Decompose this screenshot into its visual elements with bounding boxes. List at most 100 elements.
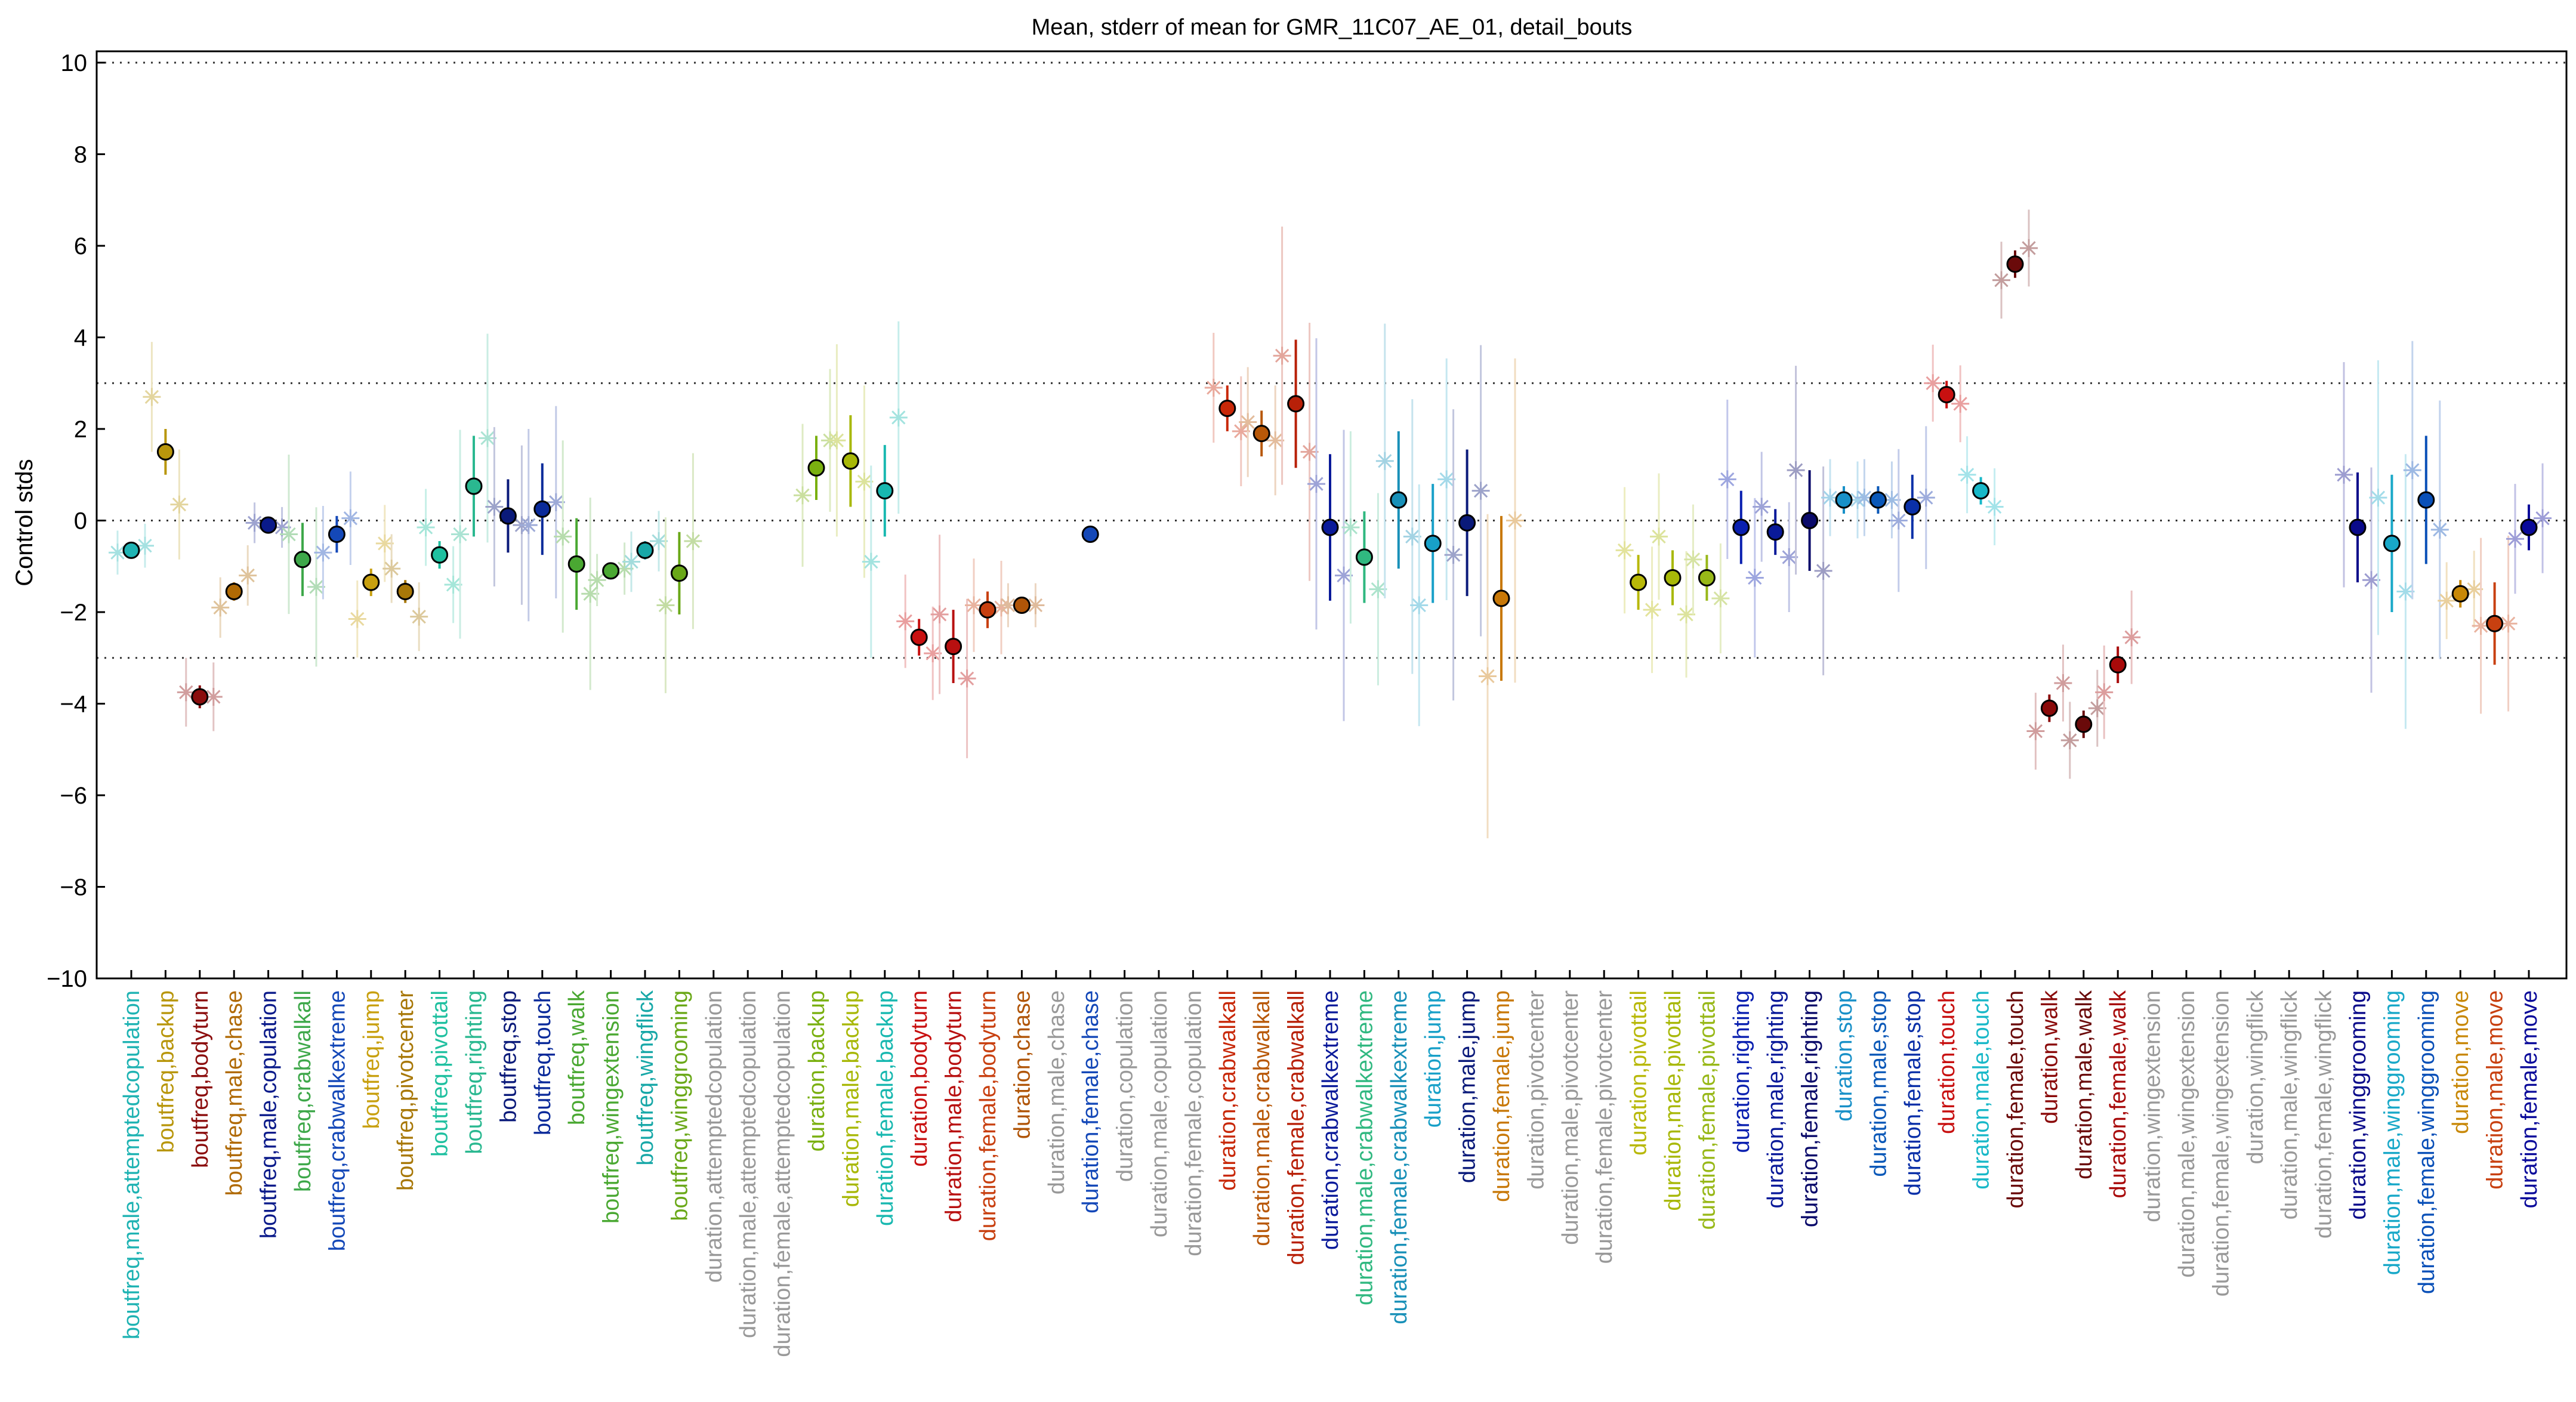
- x-tick-label: duration,female,righting: [1798, 990, 1823, 1227]
- x-tick-label: duration,female,jump: [1489, 990, 1514, 1202]
- data-point-star: [2430, 520, 2449, 539]
- x-tick-label: duration,male,chase: [1044, 990, 1069, 1194]
- mean-marker: [499, 507, 517, 525]
- mean-marker: [465, 477, 483, 495]
- x-tick-label: duration,male,righting: [1763, 990, 1788, 1208]
- x-tick-label: duration,copulation: [1113, 990, 1138, 1182]
- category-marks: [794, 369, 839, 567]
- mean-marker: [362, 573, 380, 591]
- x-tick-label: duration,bodyturn: [907, 990, 932, 1167]
- data-point-star: [1985, 498, 2004, 516]
- mean-marker: [533, 500, 551, 518]
- x-tick-label: boutfreq,winggrooming: [667, 990, 692, 1221]
- data-point-star: [2534, 509, 2552, 527]
- x-tick-label: boutfreq,male,chase: [222, 990, 247, 1196]
- category-marks: [1958, 436, 2004, 545]
- category-marks: [2026, 644, 2072, 770]
- x-tick-label: duration,female,attemptedcopulation: [770, 990, 795, 1357]
- data-point-star: [588, 571, 606, 589]
- data-point-star: [930, 605, 949, 623]
- x-tick-label: boutfreq,walk: [564, 990, 590, 1125]
- y-tick-label: 6: [74, 233, 87, 260]
- data-point-star: [417, 518, 435, 537]
- category-marks: [999, 583, 1045, 628]
- mean-marker: [2486, 614, 2504, 632]
- category-marks: [1718, 399, 1764, 657]
- data-point-star: [136, 536, 154, 555]
- category-marks: [1855, 459, 1901, 539]
- data-point-star: [2054, 674, 2072, 692]
- data-point-star: [1787, 461, 1805, 480]
- category-marks: [1375, 323, 1421, 674]
- x-tick-label: boutfreq,backup: [153, 990, 178, 1153]
- data-point-star: [1615, 541, 1634, 560]
- data-point-star: [794, 486, 812, 505]
- category-marks: [1787, 366, 1832, 675]
- mean-marker: [2451, 585, 2469, 603]
- data-point-star: [1026, 596, 1045, 614]
- data-point-star: [2369, 489, 2387, 507]
- data-point-star: [1992, 271, 2010, 289]
- x-tick-label: duration,male,crabwalkall: [1250, 990, 1275, 1246]
- x-tick-label: duration,male,attemptedcopulation: [736, 990, 761, 1338]
- category-marks: [109, 523, 154, 575]
- category-marks: [1650, 473, 1695, 678]
- data-point-star: [1471, 481, 1490, 500]
- data-point-star: [1266, 431, 1285, 450]
- mean-marker: [2006, 255, 2024, 273]
- x-tick-label: duration,wingextension: [2140, 990, 2165, 1222]
- category-marks: [588, 542, 634, 607]
- y-tick-label: −6: [60, 783, 87, 809]
- data-point-star: [280, 525, 298, 543]
- x-tick-label: duration,stop: [1832, 990, 1857, 1122]
- x-tick-label: duration,male,copulation: [1147, 990, 1172, 1237]
- plot-frame: [95, 50, 2568, 980]
- x-tick-label: duration,female,copulation: [1181, 990, 1206, 1256]
- chart-title: Mean, stderr of mean for GMR_11C07_AE_01…: [1032, 15, 1633, 40]
- category-marks: [1615, 487, 1661, 674]
- x-tick-label: duration,female,touch: [2003, 990, 2028, 1208]
- mean-marker: [156, 443, 174, 461]
- x-tick-label: duration,male,backup: [838, 990, 863, 1207]
- category-marks: [2472, 535, 2518, 714]
- x-tick-label: duration,male,walk: [2072, 990, 2097, 1179]
- data-point-star: [2362, 571, 2380, 589]
- category-marks: [1239, 367, 1285, 496]
- category-marks: [1889, 426, 1935, 592]
- mean-marker: [1218, 399, 1236, 417]
- data-point-star: [1232, 422, 1250, 440]
- x-tick-label: duration,female,stop: [1901, 990, 1926, 1196]
- data-point-star: [1410, 596, 1429, 614]
- category-marks: [828, 344, 874, 578]
- data-point-star: [1369, 580, 1387, 598]
- category-marks: [1273, 226, 1319, 581]
- x-tick-label: duration,attemptedcopulation: [702, 990, 727, 1283]
- mean-marker: [910, 628, 928, 646]
- mean-marker: [1630, 573, 1648, 591]
- x-tick-label: duration,female,move: [2517, 990, 2542, 1208]
- category-marks: [1684, 504, 1730, 654]
- category-marks: [519, 406, 565, 622]
- mean-marker: [567, 555, 585, 573]
- data-point-star: [1951, 394, 1970, 413]
- y-tick-label: −2: [60, 600, 87, 626]
- data-point-star: [889, 408, 908, 427]
- x-tick-label: boutfreq,bodyturn: [188, 990, 213, 1168]
- category-marks: [2060, 669, 2106, 779]
- data-point-star: [2122, 628, 2141, 647]
- x-tick-label: duration,female,chase: [1078, 990, 1103, 1213]
- data-point-star: [2020, 239, 2038, 257]
- data-point-star: [862, 552, 880, 571]
- y-tick-label: −4: [60, 691, 87, 718]
- data-point-star: [1375, 452, 1394, 470]
- mean-marker: [876, 482, 894, 500]
- data-point-star: [1924, 374, 1942, 393]
- category-marks: [2438, 551, 2484, 640]
- category-marks: [1444, 345, 1490, 701]
- data-point-star: [1204, 378, 1223, 397]
- data-point-star: [1506, 511, 1524, 530]
- data-point-star: [1239, 413, 1257, 431]
- x-tick-label: duration,female,crabwalkall: [1284, 990, 1309, 1265]
- data-point-star: [554, 527, 572, 546]
